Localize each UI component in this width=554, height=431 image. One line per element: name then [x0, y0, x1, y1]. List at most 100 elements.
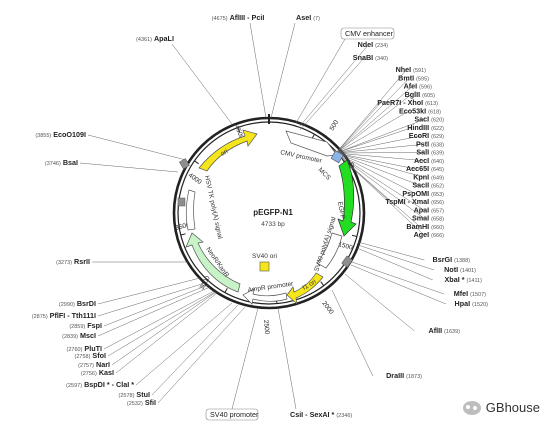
leader-line [351, 261, 445, 295]
feature-small-grey-2 [177, 197, 186, 207]
leader-line [171, 43, 233, 125]
leader-line [335, 152, 425, 178]
enzyme-nhei: NheI (591) [396, 65, 427, 74]
tick-label: 3500 [175, 222, 191, 232]
sv40-promoter-box [205, 408, 259, 421]
enzyme-bspdi-clai-: (2597) BspDI * - ClaI * [66, 380, 134, 389]
enzyme-acc65i: Acc65I (645) [406, 164, 444, 173]
feature-sv40-ori-box [259, 261, 270, 272]
cmv-enhancer-label: CMV enhancer [345, 29, 394, 38]
leader-line [97, 282, 206, 317]
leader-line [335, 119, 425, 154]
leader-line [335, 152, 421, 186]
tick-mark [237, 127, 241, 133]
leader-line [335, 86, 413, 154]
enzyme-hindiii: HindIII (622) [407, 123, 444, 132]
enzyme-tspmi-xmai: TspMI - XmaI (656) [385, 197, 444, 206]
leader-line [335, 94, 412, 154]
leader-line [335, 152, 425, 211]
enzyme-aflii: AflII (1639) [429, 326, 461, 335]
feature-sv40-polya [316, 232, 343, 269]
leader-line [97, 286, 211, 337]
leader-line [115, 292, 218, 374]
leader-line [249, 22, 267, 119]
feature-ampr-promoter [242, 288, 288, 305]
leader-line [350, 264, 447, 305]
leader-line [344, 273, 415, 332]
enzyme-sali: SalI (639) [416, 148, 444, 157]
label-hsv-tk-polya: HSV TK poly(A) signal [203, 175, 223, 240]
leader-line [335, 152, 425, 161]
tick-label: 4000 [187, 172, 203, 186]
leader-line [331, 289, 374, 377]
leader-line [103, 290, 215, 350]
enzyme-sfoi: (2758) SfoI [75, 351, 106, 360]
leader-lines [79, 22, 447, 410]
leader-line [335, 152, 425, 154]
leader-line [87, 134, 187, 161]
leader-line [335, 78, 410, 154]
enzyme-bsrgi: BsrGI (1388) [433, 255, 471, 264]
enzyme-apai: ApaI (657) [414, 205, 445, 214]
leader-line [111, 291, 217, 366]
enzyme-pflfi-tth111i: (2875) PflFI - Tth111I [32, 311, 96, 320]
enzyme-nari: (2757) NarI [78, 360, 110, 369]
tick-mark [194, 160, 199, 165]
leader-line [356, 247, 433, 281]
tick-label: 2500 [262, 320, 270, 335]
tick-label: 4500 [233, 124, 245, 140]
tick-label: 1500 [337, 241, 353, 252]
leader-line [107, 291, 216, 357]
enzyme-labels: (4675) AflIII - PciI AseI (7) (4361) ApaLI… [32, 13, 488, 419]
enzyme-apali: (4361) ApaLI [136, 34, 174, 43]
sv40-promoter-label: SV40 promoter [210, 410, 259, 419]
tick-label: 2000 [320, 300, 335, 316]
feature-small-grey-3 [179, 158, 190, 170]
leader-line [335, 135, 421, 154]
enzyme-acci: AccI (640) [414, 156, 444, 165]
wechat-icon [462, 400, 481, 415]
tick-mark [351, 234, 358, 238]
enzyme-fspi: (2859) FspI [69, 321, 102, 330]
leader-line [335, 69, 407, 154]
label-sv40-ori: SV40 ori [252, 253, 277, 260]
feature-ori [198, 129, 258, 172]
enzyme-bmti: BmtI (595) [398, 73, 429, 82]
enzyme-bglii: BglII (605) [405, 90, 436, 99]
enzyme-agei: AgeI (666) [414, 230, 445, 239]
enzyme-pspomi: PspOMI (653) [402, 189, 444, 198]
cmv-enhancer-box [340, 27, 395, 40]
enzyme-ecori: EcoRI (629) [409, 131, 444, 140]
enzyme-sacii: SacII (652) [412, 181, 444, 190]
enzyme-bsai: (3746) BsaI [45, 158, 78, 167]
enzyme-ecoo109i: (3855) EcoO109I [35, 130, 86, 139]
feature-small-grey-1 [341, 255, 353, 268]
feature-neor-kanr [185, 232, 241, 293]
watermark: GBhouse [462, 400, 540, 415]
enzyme-afei: AfeI (596) [404, 82, 433, 91]
leader-line [335, 152, 421, 227]
watermark-text: GBhouse [485, 400, 540, 415]
enzyme-hpai: HpaI (1520) [455, 299, 489, 308]
leader-line [357, 241, 425, 261]
enzyme-snabi: SnaBI (340) [353, 53, 388, 62]
label-ampr-promoter: AmpR promoter [247, 281, 294, 294]
enzyme-psti: PstI (638) [416, 139, 444, 148]
tick-mark [224, 287, 228, 293]
leader-line [335, 152, 416, 170]
feature-f1-ori [286, 272, 324, 305]
leader-line [103, 284, 209, 327]
label-ori: ori [220, 148, 230, 158]
feature-hsv-tk-polya [185, 189, 196, 231]
leader-line [335, 127, 412, 154]
leader-line [79, 162, 179, 173]
tick-mark [180, 233, 186, 236]
enzyme-ndei: NdeI (234) [358, 40, 389, 49]
leader-line [135, 302, 233, 386]
enzyme-mfei: MfeI (1507) [454, 289, 486, 298]
enzyme-xbai-: XbaI * (1411) [445, 275, 483, 284]
leader-line [231, 307, 259, 410]
leader-line [335, 152, 425, 219]
enzyme-afliii-pcii: (4675) AflIII - PciI [212, 13, 265, 22]
